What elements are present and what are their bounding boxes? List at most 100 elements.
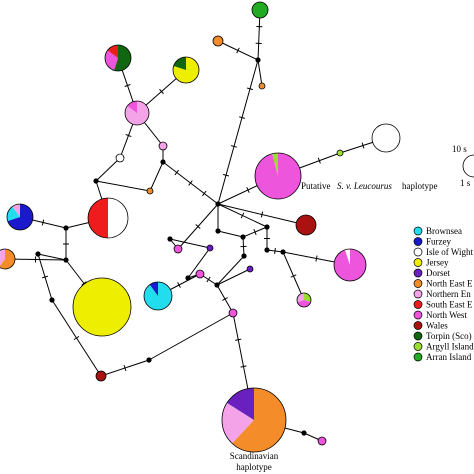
pie-outline [221, 387, 287, 453]
legend-label: Furzey [426, 237, 451, 247]
mutation-tick [246, 187, 250, 193]
pie-outline [104, 44, 132, 72]
legend-swatch [413, 237, 423, 246]
network-edge [217, 230, 244, 238]
network-edge [95, 157, 121, 182]
median-vector-node [214, 282, 220, 288]
scandinavian-label: Scandinavian [230, 451, 279, 461]
putative-label-prefix: Putative [301, 181, 331, 191]
network-edge [187, 247, 211, 279]
legend-item: Wales [413, 321, 448, 331]
median-vector-node [63, 257, 69, 263]
pie-slice [113, 45, 132, 71]
median-vector-node [146, 357, 152, 363]
legend-swatch [413, 342, 423, 351]
pie-slice [212, 35, 224, 47]
pie-outline [296, 292, 312, 308]
median-vector-node [240, 234, 246, 240]
haplotype-pie-node [87, 197, 129, 239]
haplotype-pie-node [72, 277, 132, 337]
pie-slice [149, 282, 158, 296]
pie-slice [127, 101, 137, 113]
pie-slice [317, 436, 327, 446]
network-edge [95, 180, 151, 192]
legend-item: Jersey [413, 258, 449, 268]
pie-slice [173, 244, 183, 254]
legend-swatch [413, 226, 423, 236]
pie-slice [371, 123, 401, 153]
mutation-tick [73, 335, 80, 341]
haplotype-pie-node [246, 265, 254, 273]
legend-label: Northern En [426, 289, 471, 299]
mutation-tick [125, 133, 132, 138]
mutation-tick [222, 297, 228, 301]
mutation-tick [188, 180, 193, 186]
mutation-tick [174, 169, 179, 176]
scale-legend: 10 s 1 s [452, 144, 474, 188]
legend-item: Argyll Island [413, 342, 474, 352]
pie-slice [228, 308, 238, 318]
pie-slice [104, 50, 118, 71]
pie-slice [345, 249, 350, 265]
mutation-tick [123, 364, 127, 372]
legend-swatch [413, 279, 423, 288]
pie-slice [222, 402, 254, 444]
pie-slice [232, 388, 286, 452]
pie-slice [95, 370, 107, 382]
pie-slice [158, 141, 168, 151]
haplotype-pie-node [6, 203, 34, 231]
legend-item: Arran Island [413, 352, 472, 362]
pie-slice [272, 153, 278, 176]
haplotype-pie-node [212, 35, 224, 47]
pie-outline [254, 152, 302, 200]
legend-label: Jersey [426, 258, 449, 268]
median-vector-node [264, 224, 270, 230]
legend-item: Furzey [413, 237, 451, 247]
haplotype-pie-node [254, 152, 302, 200]
haplotype-pie-node [296, 292, 312, 308]
legend-label: Torpin (Sco) [426, 331, 472, 341]
network-edge [148, 312, 234, 361]
haplotype-pie-node [317, 436, 327, 446]
median-vector-node [167, 236, 173, 242]
haplotype-pie-node [251, 1, 269, 19]
median-vector-node [280, 249, 286, 255]
mutation-tick [202, 190, 207, 197]
median-vector-node [264, 247, 270, 253]
network-edge [169, 238, 211, 249]
legend-label: Dorset [426, 268, 450, 278]
pie-outline [0, 248, 16, 270]
legend-item: Northern En [413, 289, 471, 299]
pie-slice [0, 249, 5, 266]
legend-label: Wales [426, 321, 448, 331]
pie-slice [88, 198, 108, 238]
median-vector-node [301, 430, 307, 436]
scale-large-label: 10 s [452, 144, 467, 154]
mutation-tick [238, 116, 246, 119]
legend-swatch [413, 310, 423, 320]
legend-label: Argyll Island [426, 342, 474, 352]
mutation-tick [159, 88, 164, 95]
haplotype-pie-node [228, 308, 238, 318]
mutation-tick [81, 281, 87, 286]
mutation-tick [317, 157, 321, 164]
pie-outline [87, 197, 129, 239]
median-vector-node [93, 178, 99, 184]
mutation-tick [206, 276, 211, 283]
median-vector-node [35, 251, 41, 257]
mutation-tick [41, 219, 45, 226]
pie-slice [6, 206, 21, 222]
mutation-tick [240, 365, 247, 368]
haplotype-pie-node [115, 153, 125, 163]
pie-slice [251, 1, 269, 19]
mutation-tick [41, 275, 49, 279]
legend-swatch [413, 289, 423, 299]
pie-slice [295, 214, 317, 236]
pie-slice [226, 388, 254, 420]
haplotype-pie-node [371, 123, 401, 153]
pie-outline [6, 203, 34, 231]
legend-swatch [413, 352, 423, 362]
mutation-tick [246, 87, 254, 91]
haplotype-pie-node [173, 244, 183, 254]
